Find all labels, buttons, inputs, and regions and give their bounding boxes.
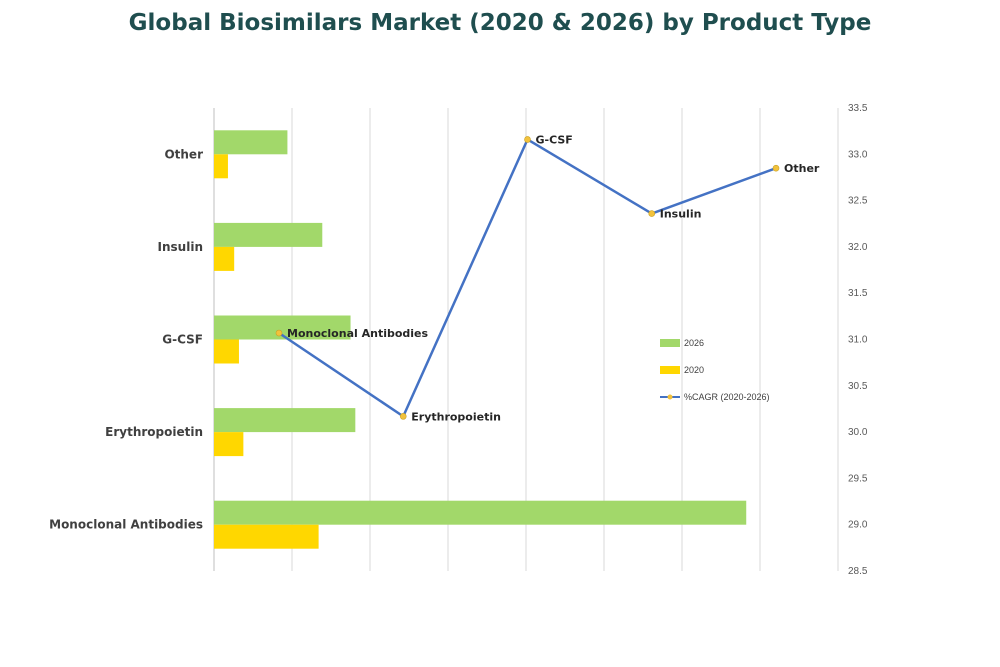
- cagr-point-monoclonal-antibodies: [275, 329, 283, 337]
- bar-2020-monoclonal-antibodies: [214, 524, 319, 549]
- cagr-point-insulin: [648, 210, 656, 217]
- cagr-line-series: Monoclonal Antibodies Erythropoietin G-CSF…: [275, 133, 820, 423]
- secondary-y-axis: 28.5 29.0 29.5 30.0 30.5 31.0 31.5 32.0 32.5 33.0…: [848, 103, 868, 577]
- category-label-erythropoietin: Erythropoietin: [105, 425, 203, 439]
- cagr-point-g-csf: [524, 136, 531, 143]
- bar-2020-insulin: [214, 246, 235, 271]
- legend-label-2026: 2026: [684, 338, 704, 348]
- cagr-point-label-monoclonal-antibodies: Monoclonal Antibodies: [287, 327, 429, 340]
- y-tick-label: 29.5: [848, 473, 868, 484]
- cagr-point-erythropoietin: [399, 413, 407, 420]
- cagr-point-label-g-csf: G-CSF: [536, 133, 573, 146]
- legend-swatch-marker: [667, 394, 673, 400]
- category-axis: Monoclonal Antibodies Erythropoietin G-CSF…: [49, 147, 203, 531]
- cagr-point-label-other: Other: [784, 162, 820, 175]
- y-tick-label: 32.0: [848, 242, 868, 253]
- y-tick-label: 30.0: [848, 427, 868, 438]
- y-tick-label: 28.5: [848, 566, 868, 577]
- category-label-insulin: Insulin: [158, 240, 203, 254]
- y-tick-label: 31.0: [848, 335, 868, 346]
- y-tick-label: 29.0: [848, 520, 868, 531]
- cagr-point-label-insulin: Insulin: [660, 208, 702, 221]
- y-tick-label: 30.5: [848, 381, 868, 392]
- category-label-monoclonal-antibodies: Monoclonal Antibodies: [49, 518, 203, 532]
- bar-2020-g-csf: [214, 339, 239, 364]
- legend: 2026 2020 %CAGR (2020-2026): [660, 338, 770, 402]
- legend-label-2020: 2020: [684, 365, 704, 375]
- legend-swatch-2020: [660, 366, 680, 374]
- bar-series: [214, 130, 747, 549]
- chart-title: Global Biosimilars Market (2020 & 2026) …: [128, 10, 872, 36]
- bar-2026-monoclonal-antibodies: [214, 500, 747, 525]
- cagr-point-label-erythropoietin: Erythropoietin: [411, 410, 501, 423]
- bar-2026-other: [214, 130, 288, 155]
- bar-2026-insulin: [214, 222, 323, 247]
- category-label-other: Other: [164, 147, 203, 161]
- legend-swatch-2026: [660, 339, 680, 347]
- bar-2020-other: [214, 154, 228, 179]
- bar-2026-erythropoietin: [214, 408, 356, 433]
- cagr-point-other: [772, 164, 780, 172]
- y-tick-label: 32.5: [848, 196, 868, 207]
- y-tick-label: 33.0: [848, 149, 868, 160]
- y-tick-label: 31.5: [848, 288, 868, 299]
- bar-2020-erythropoietin: [214, 432, 244, 457]
- legend-label-cagr-2020-2026: %CAGR (2020-2026): [684, 392, 770, 402]
- y-tick-label: 33.5: [848, 103, 868, 114]
- category-label-g-csf: G-CSF: [162, 333, 203, 347]
